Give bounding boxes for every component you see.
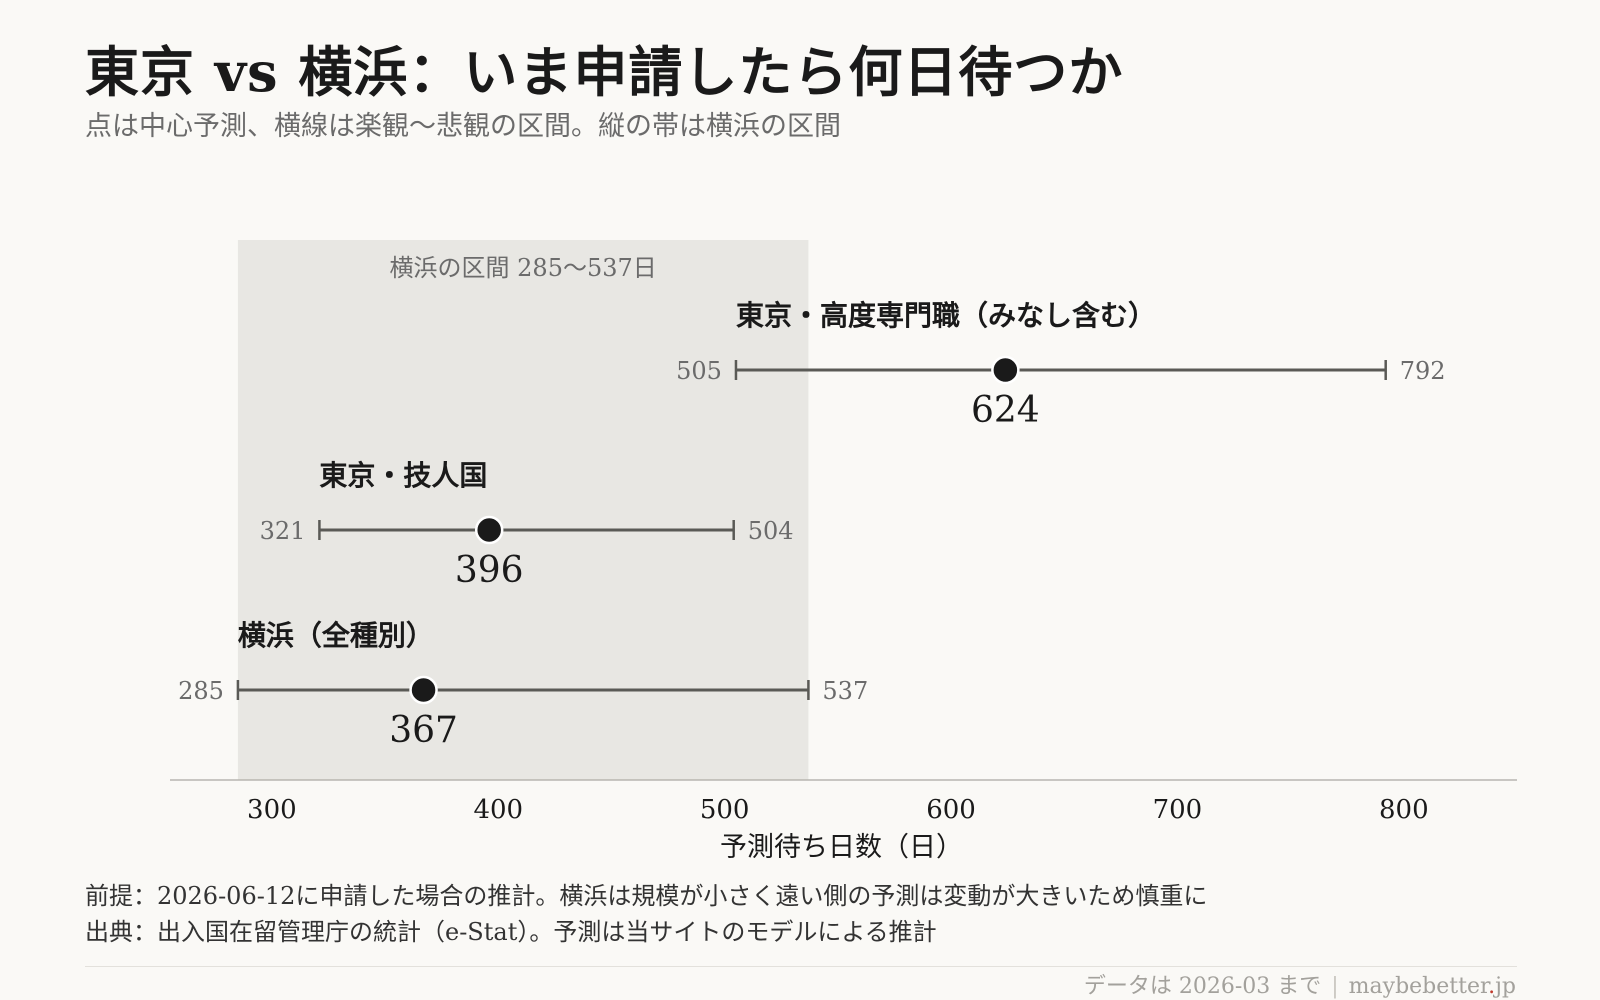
- low-value-label: 505: [676, 357, 722, 385]
- footer-separator: |: [1331, 974, 1339, 999]
- row-label: 東京・技人国: [319, 459, 487, 492]
- site-tld: jp: [1495, 974, 1516, 999]
- interval-band: [237, 240, 809, 780]
- x-tick-label: 600: [926, 795, 976, 825]
- x-tick-label: 700: [1153, 795, 1203, 825]
- x-tick-label: 300: [247, 795, 297, 825]
- band-label: 横浜の区間 285〜537日: [390, 254, 657, 282]
- high-value-label: 792: [1400, 357, 1446, 385]
- center-point: [474, 515, 504, 545]
- low-value-label: 285: [178, 677, 224, 705]
- low-value-label: 321: [260, 517, 306, 545]
- center-value-label: 396: [455, 550, 524, 591]
- footer-divider: [85, 966, 1517, 967]
- x-tick-label: 500: [700, 795, 750, 825]
- center-value-label: 367: [389, 710, 458, 751]
- data-as-of: データは 2026-03 まで: [1083, 974, 1322, 999]
- row-label: 東京・高度専門職（みなし含む）: [736, 299, 1156, 332]
- assumption-note: 前提：2026-06-12に申請した場合の推計。横浜は規模が小さく遠い側の予測は…: [85, 882, 1208, 910]
- site-dot: .: [1488, 974, 1496, 999]
- site-link[interactable]: maybebetter.jp: [1349, 974, 1516, 999]
- chart-subtitle: 点は中心予測、横線は楽観〜悲観の区間。縦の帯は横浜の区間: [85, 111, 841, 142]
- center-point: [991, 355, 1020, 385]
- chart-title: 東京 vs 横浜：いま申請したら何日待つか: [85, 40, 1124, 104]
- row-label: 横浜（全種別）: [238, 619, 434, 652]
- center-value-label: 624: [971, 390, 1040, 431]
- x-tick-label: 800: [1379, 795, 1429, 825]
- x-axis-label: 予測待ち日数（日）: [720, 832, 963, 863]
- high-value-label: 537: [822, 677, 868, 705]
- high-value-label: 504: [748, 517, 794, 545]
- center-point: [409, 675, 438, 705]
- footer: データは 2026-03 まで | maybebetter.jp: [1084, 968, 1516, 1000]
- x-tick-label: 400: [473, 795, 523, 825]
- dot-range-chart: 横浜の区間 285〜537日 300 400 500 600 700 800 予測待ち日数（日…: [170, 240, 1517, 863]
- site-name: maybebetter: [1348, 974, 1489, 999]
- source-note: 出典：出入国在留管理庁の統計（e-Stat）。予測は当サイトのモデルによる推計: [85, 918, 937, 946]
